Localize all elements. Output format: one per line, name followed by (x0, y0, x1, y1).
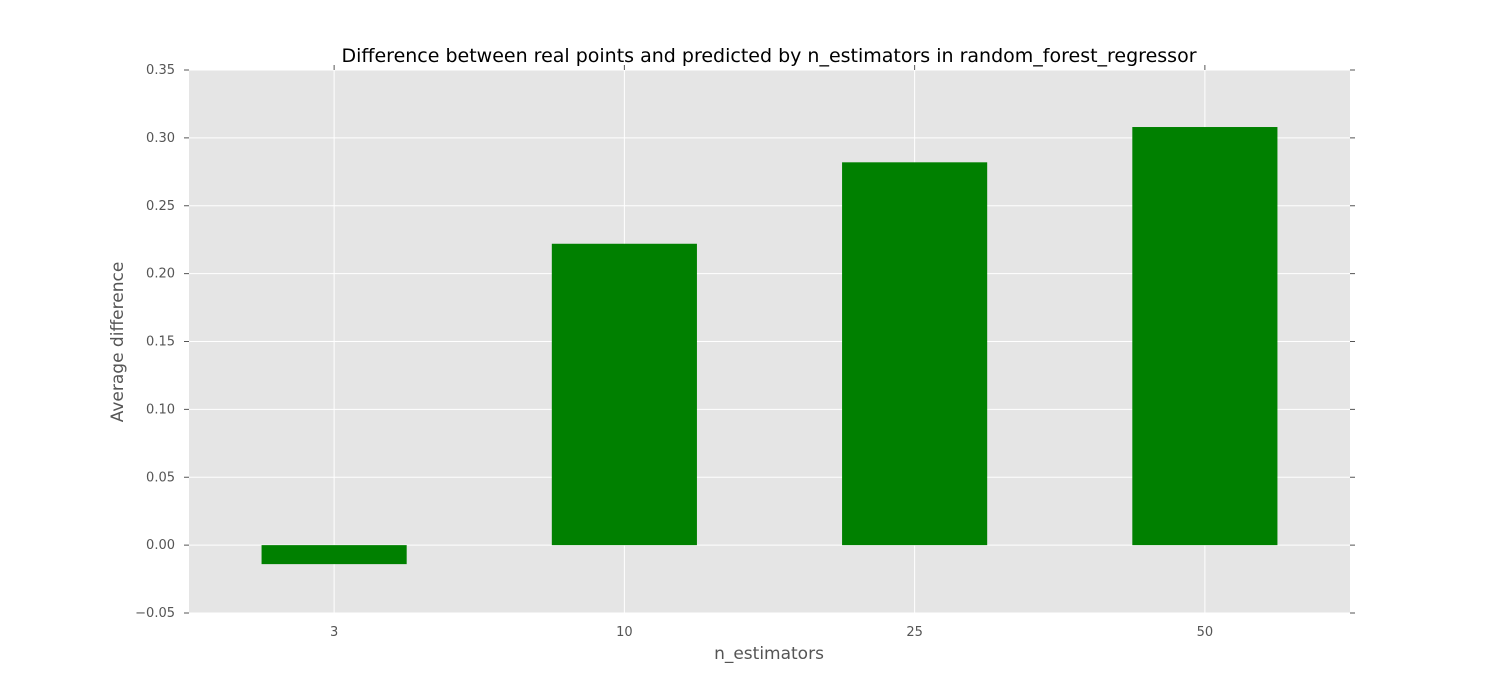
x-tick-label: 10 (616, 625, 633, 640)
y-tick-label: 0.25 (146, 199, 175, 214)
bar-10 (551, 243, 697, 546)
y-axis-label: Average difference (108, 262, 128, 423)
x-axis-label: n_estimators (714, 644, 824, 664)
bar-3 (261, 545, 407, 565)
y-tick-label: 0.15 (146, 335, 175, 350)
y-tick-label: 0.35 (146, 63, 175, 78)
y-tick-label: 0.00 (146, 538, 175, 553)
y-tick-label: −0.05 (135, 606, 175, 621)
axis-ticks: −0.05 0.00 0.05 0.10 0.15 0.20 0.25 0.30 0.35 3 10… (135, 63, 1355, 640)
bars (261, 127, 1278, 565)
bar-50 (1132, 127, 1278, 546)
x-tick-label: 25 (906, 625, 923, 640)
y-tick-label: 0.10 (146, 402, 175, 417)
y-tick-label: 0.05 (146, 470, 175, 485)
y-tick-label: 0.20 (146, 267, 175, 282)
chart-title: Difference between real points and predi… (341, 45, 1196, 67)
x-tick-label: 50 (1197, 625, 1214, 640)
y-tick-label: 0.30 (146, 131, 175, 146)
bar-25 (842, 162, 988, 546)
x-tick-label: 3 (330, 625, 338, 640)
